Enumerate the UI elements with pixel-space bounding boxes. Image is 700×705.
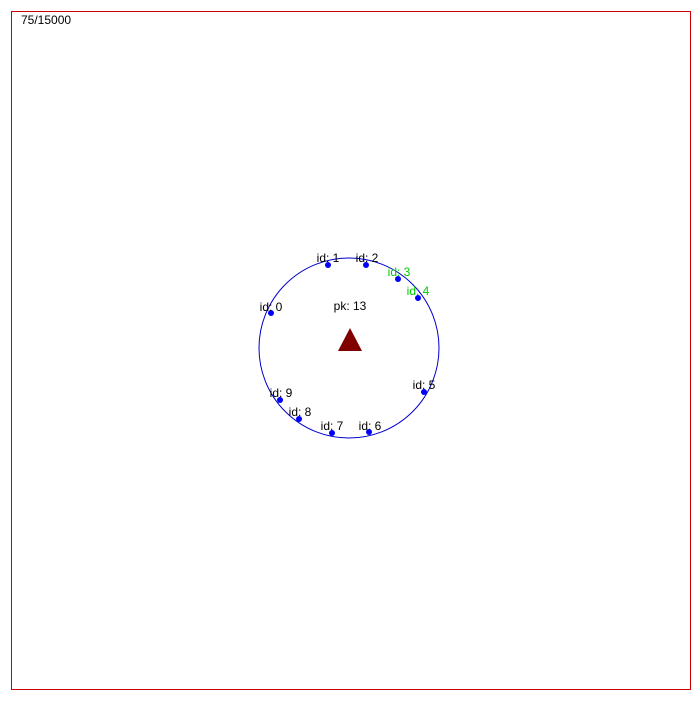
agent-label-2: id: 2 <box>356 251 379 265</box>
agent-dot-4 <box>415 295 421 301</box>
agent-label-8: id: 8 <box>289 405 312 419</box>
pk-label: pk: 13 <box>334 299 367 313</box>
agent-label-7: id: 7 <box>321 419 344 433</box>
agent-label-5: id: 5 <box>413 378 436 392</box>
agents-layer: id: 0 id: 1 id: 2 id: 3 id: 4 id: 5 id: 6 id: 7… <box>260 251 436 436</box>
agent-label-4: id: 4 <box>407 284 430 298</box>
agent-label-1: id: 1 <box>317 251 340 265</box>
agent-dot-2 <box>363 262 369 268</box>
agent-6: id: 6 <box>359 419 382 435</box>
agent-5: id: 5 <box>413 378 436 395</box>
agent-dot-7 <box>329 430 335 436</box>
agent-1: id: 1 <box>317 251 340 268</box>
agent-0: id: 0 <box>260 300 283 316</box>
agent-2: id: 2 <box>356 251 379 268</box>
step-counter: 75/15000 <box>21 13 72 27</box>
target-triangle-marker <box>338 328 362 351</box>
arena-border <box>11 11 691 690</box>
agent-dot-6 <box>366 429 372 435</box>
agent-dot-9 <box>277 397 283 403</box>
agent-dot-8 <box>296 416 302 422</box>
agent-label-0: id: 0 <box>260 300 283 314</box>
agent-label-6: id: 6 <box>359 419 382 433</box>
agent-9: id: 9 <box>270 386 293 403</box>
agent-dot-3 <box>395 276 401 282</box>
agent-3: id: 3 <box>388 265 411 282</box>
agent-label-9: id: 9 <box>270 386 293 400</box>
agent-dot-5 <box>421 389 427 395</box>
agent-dot-0 <box>268 310 274 316</box>
agent-dot-1 <box>325 262 331 268</box>
agent-7: id: 7 <box>321 419 344 436</box>
target-ring <box>258 257 440 439</box>
agent-label-3: id: 3 <box>388 265 411 279</box>
agent-4: id: 4 <box>407 284 430 301</box>
agent-8: id: 8 <box>289 405 312 422</box>
